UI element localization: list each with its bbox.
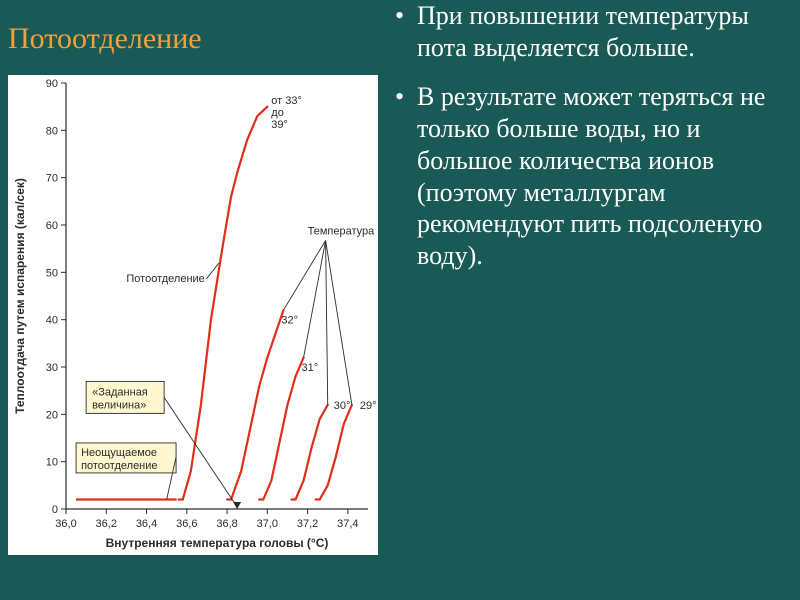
svg-text:30: 30	[46, 362, 58, 374]
svg-text:потоотделение: потоотделение	[81, 460, 157, 472]
svg-text:величина»: величина»	[92, 399, 146, 411]
svg-text:37,2: 37,2	[297, 518, 318, 530]
svg-text:32°: 32°	[281, 315, 298, 327]
svg-text:от 33°: от 33°	[271, 95, 302, 107]
svg-text:31°: 31°	[302, 362, 319, 374]
svg-text:Неощущаемое: Неощущаемое	[81, 447, 157, 459]
svg-text:10: 10	[46, 457, 58, 469]
chart: 0 10 20 30 40 50 60 70 80 90 36,0 36,2 36,4 36,6 36,8 3…	[8, 75, 378, 555]
svg-text:70: 70	[46, 173, 58, 185]
svg-text:60: 60	[46, 220, 58, 232]
bullet-list: При повышении температуры пота выделяетс…	[395, 0, 790, 290]
svg-text:до: до	[271, 107, 284, 119]
svg-text:Температура кожи: Температура кожи	[308, 225, 378, 237]
svg-text:80: 80	[46, 125, 58, 137]
svg-text:Внутренняя температура головы: Внутренняя температура головы (°C)	[106, 536, 329, 550]
svg-text:36,4: 36,4	[136, 518, 157, 530]
svg-text:36,2: 36,2	[96, 518, 117, 530]
svg-text:29°: 29°	[360, 400, 377, 412]
chart-svg: 0 10 20 30 40 50 60 70 80 90 36,0 36,2 36,4 36,6 36,8 3…	[8, 75, 378, 555]
svg-text:20: 20	[46, 409, 58, 421]
svg-text:Потоотделение: Потоотделение	[126, 273, 204, 285]
svg-text:36,6: 36,6	[176, 518, 197, 530]
svg-text:40: 40	[46, 315, 58, 327]
slide: Потоотделение При повышении температуры …	[0, 0, 800, 600]
bullet-item: В результате может теряться не только бо…	[395, 81, 790, 271]
svg-text:36,8: 36,8	[216, 518, 237, 530]
svg-text:37,0: 37,0	[257, 518, 278, 530]
svg-text:0: 0	[52, 504, 58, 516]
svg-text:39°: 39°	[271, 119, 288, 131]
bullet-item: При повышении температуры пота выделяетс…	[395, 0, 790, 63]
svg-text:36,0: 36,0	[55, 518, 76, 530]
slide-title: Потоотделение	[8, 22, 202, 56]
svg-text:37,4: 37,4	[337, 518, 358, 530]
svg-text:50: 50	[46, 267, 58, 279]
svg-text:90: 90	[46, 78, 58, 90]
svg-text:«Заданная: «Заданная	[92, 386, 148, 398]
svg-text:30°: 30°	[334, 400, 351, 412]
svg-text:Теплоотдача путем испарения (к: Теплоотдача путем испарения (кал/сек)	[13, 178, 27, 414]
